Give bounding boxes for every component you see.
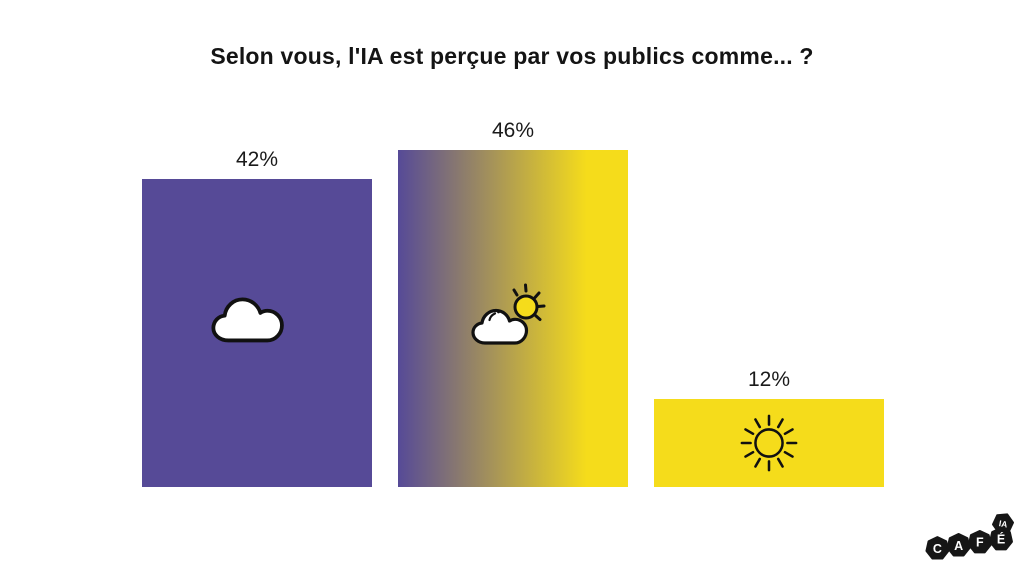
chart-title: Selon vous, l'IA est perçue par vos publ…: [210, 43, 814, 70]
bar-cloud-sun: [398, 150, 628, 487]
bar-group-cloud: 42%: [142, 148, 372, 487]
cloud-icon: [210, 294, 288, 348]
bar-group-sun: 12%: [654, 368, 884, 487]
bar-cloud: [142, 179, 372, 487]
sun-icon: [738, 412, 800, 474]
logo-letter: É: [997, 532, 1005, 547]
cloud-sun-icon: [469, 280, 557, 358]
cafe-ia-logo: C A F É IA: [924, 510, 1019, 576]
logo-letter: C: [933, 542, 942, 556]
value-label: 42%: [235, 148, 279, 171]
logo-letter: A: [954, 539, 963, 553]
logo-badge: IA: [998, 518, 1008, 529]
value-label: 12%: [747, 368, 791, 391]
value-label: 46%: [491, 119, 535, 142]
bar-chart: 42% 46%: [142, 119, 884, 487]
bar-group-cloud-sun: 46%: [398, 119, 628, 487]
logo-letter: F: [976, 536, 984, 550]
bar-sun: [654, 399, 884, 487]
